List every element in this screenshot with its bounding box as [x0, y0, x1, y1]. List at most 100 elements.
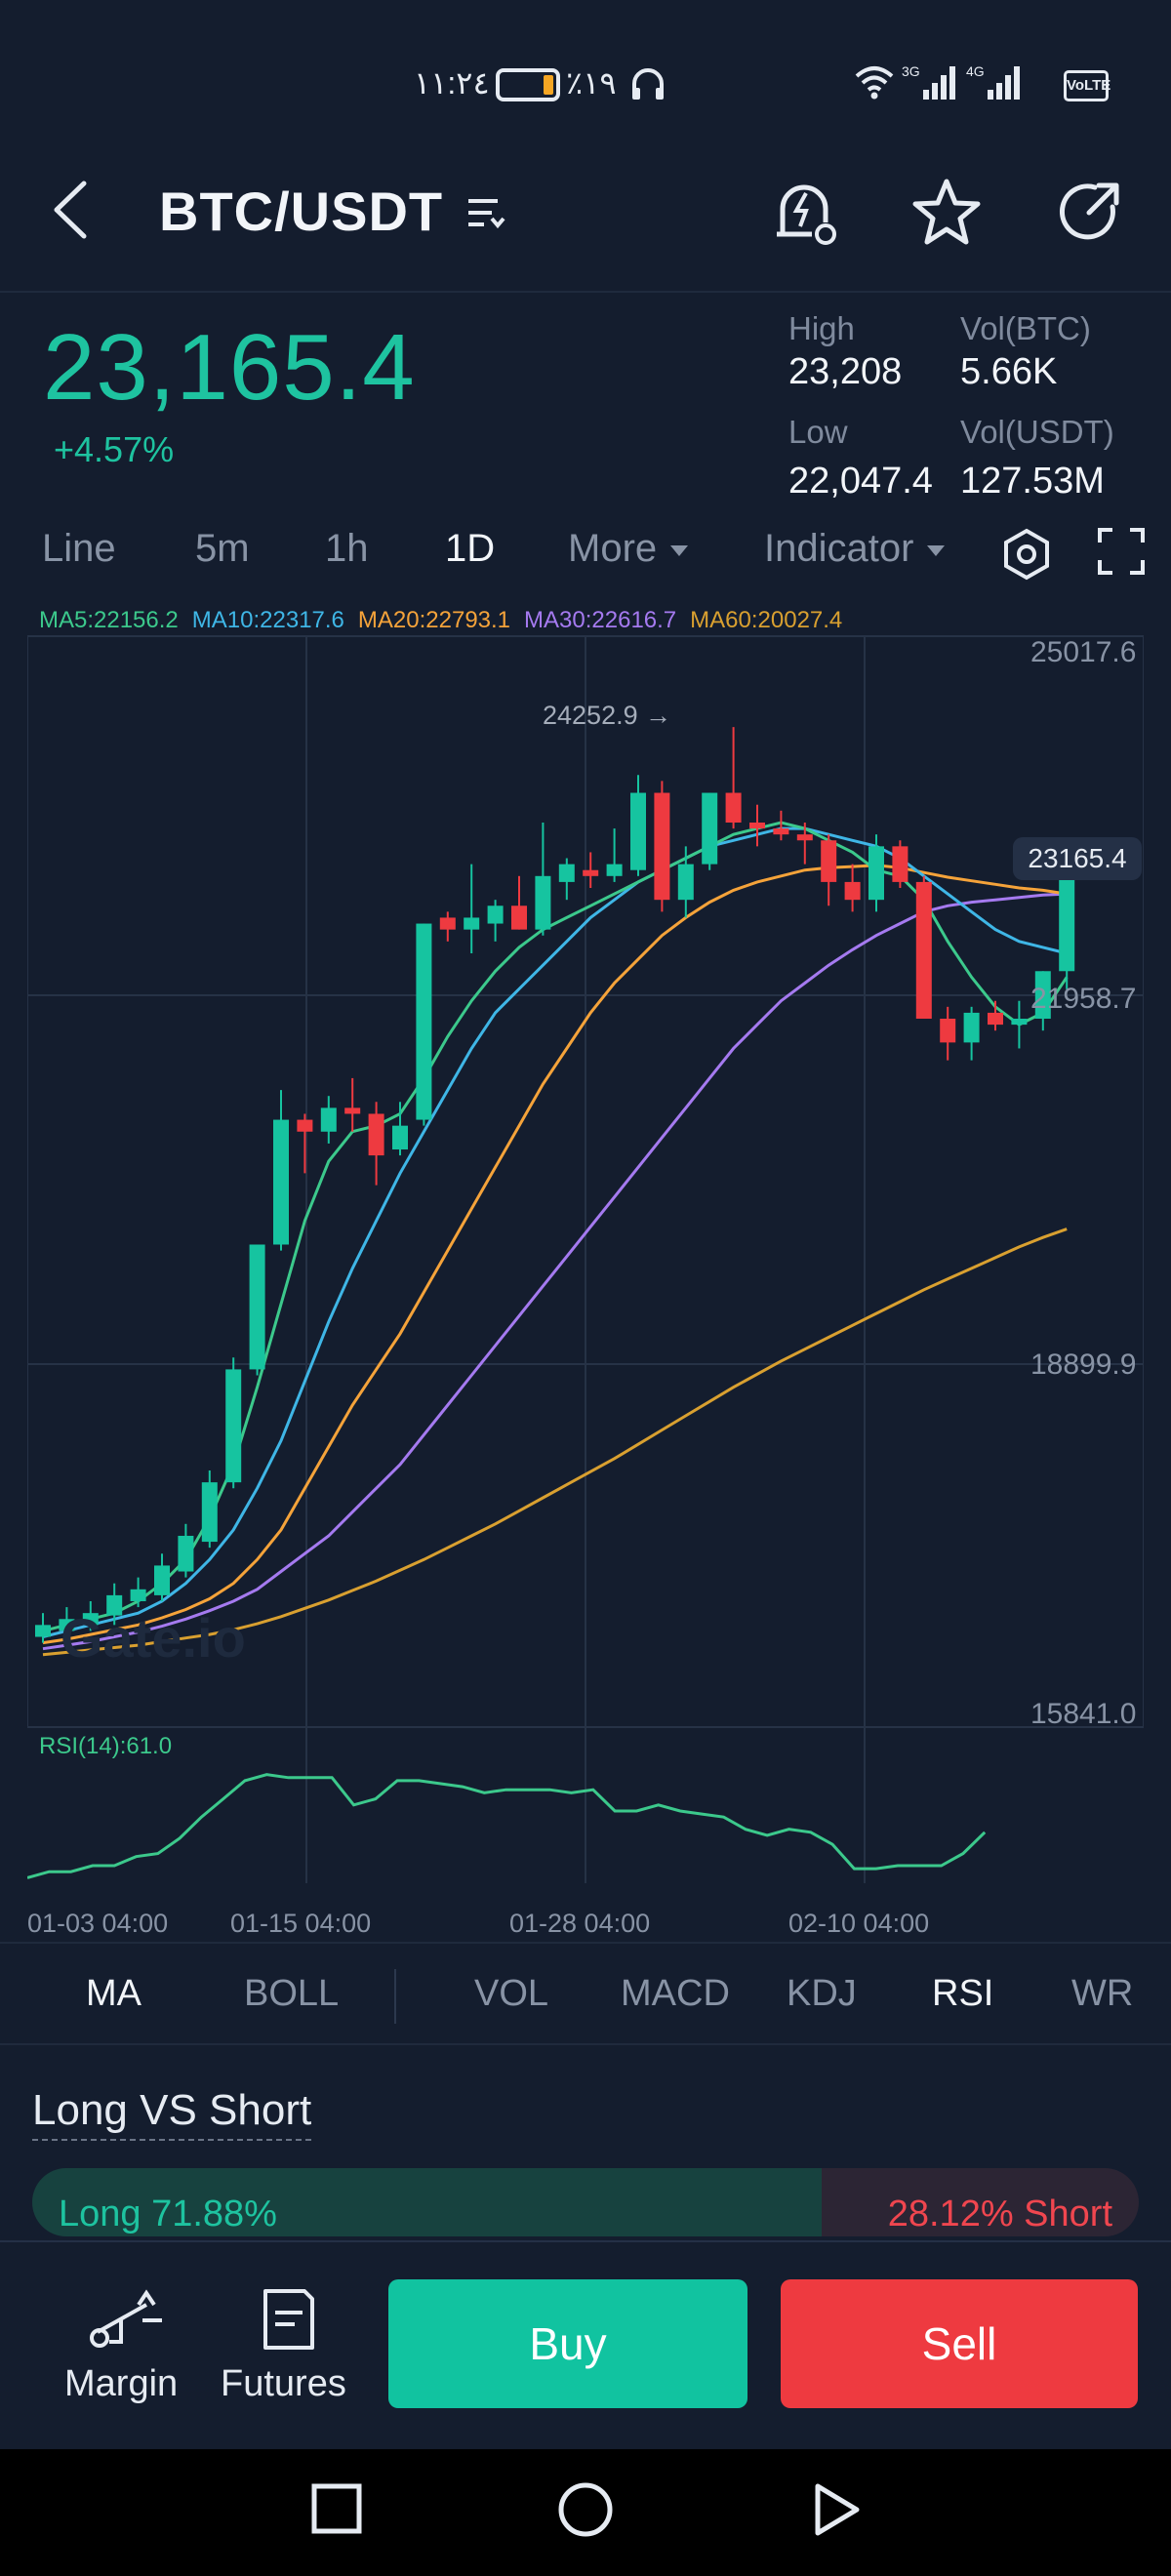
candle-body: [178, 1535, 194, 1572]
candle-body: [297, 1119, 313, 1132]
candle-body: [654, 792, 670, 901]
tab-5m[interactable]: 5m: [195, 527, 250, 570]
candle-body: [511, 906, 527, 930]
status-bar: ١١:٢٤ ٪١٩ 3G 4G VoLTE: [0, 0, 1171, 166]
chart-divider: [0, 1942, 1171, 1944]
candle-body: [702, 792, 718, 865]
indicator-separator: [394, 1969, 396, 2024]
price-change: +4.57%: [54, 429, 175, 469]
candle-body: [154, 1565, 170, 1595]
candle-body: [677, 864, 694, 901]
candle-body: [773, 828, 789, 835]
sell-button[interactable]: Sell: [781, 2279, 1138, 2408]
recent-apps-square-icon[interactable]: [310, 2482, 365, 2537]
indicator-rsi[interactable]: RSI: [932, 1973, 994, 2014]
date-label-4: 02-10 04:00: [788, 1909, 930, 1938]
indicator-boll[interactable]: BOLL: [244, 1973, 340, 2014]
pair-title[interactable]: BTC/USDT: [159, 181, 444, 242]
signal-3g-icon: 3G: [902, 63, 955, 100]
low-value: 22,047.4: [788, 461, 933, 502]
price-axis-label-4: 15841.0: [1030, 1698, 1137, 1730]
back-triangle-icon[interactable]: [810, 2480, 865, 2539]
indicator-ma[interactable]: MA: [86, 1973, 141, 2014]
margin-scale-icon[interactable]: [88, 2285, 166, 2354]
signal-4g-icon: 4G: [966, 63, 1020, 100]
futures-document-icon[interactable]: [258, 2287, 320, 2354]
chart-settings-icon[interactable]: [999, 527, 1054, 582]
high-label: High: [788, 310, 855, 346]
candle-body: [464, 917, 480, 930]
margin-label[interactable]: Margin: [64, 2363, 179, 2404]
low-label: Low: [788, 414, 848, 450]
wifi-icon: [855, 66, 894, 100]
ma-legend-item-1: MA5:22156.2: [39, 607, 179, 633]
date-label-1: 01-03 04:00: [27, 1909, 169, 1938]
last-price: 23,165.4: [43, 315, 416, 420]
candle-body: [487, 906, 504, 924]
candle-body: [940, 1019, 956, 1043]
long-short-title[interactable]: Long VS Short: [32, 2086, 312, 2141]
indicator-vol[interactable]: VOL: [474, 1973, 549, 2014]
candle-body: [439, 917, 456, 930]
vol-usdt-label: Vol(USDT): [960, 414, 1114, 450]
candle-body: [606, 864, 623, 876]
buy-button[interactable]: Buy: [388, 2279, 747, 2408]
futures-label[interactable]: Futures: [221, 2363, 346, 2404]
tab-line[interactable]: Line: [42, 527, 116, 570]
header-divider: [0, 291, 1171, 293]
tab-1h[interactable]: 1h: [325, 527, 369, 570]
indicator-macd[interactable]: MACD: [621, 1973, 730, 2014]
candle-body: [35, 1625, 51, 1637]
indicator-divider: [0, 2043, 1171, 2045]
candle-body: [225, 1369, 242, 1483]
tab-indicator[interactable]: Indicator: [764, 527, 946, 571]
candle-body: [892, 846, 909, 882]
home-circle-icon[interactable]: [556, 2480, 615, 2539]
share-icon[interactable]: [1050, 174, 1128, 252]
candle-body: [725, 792, 742, 823]
tab-more[interactable]: More: [568, 527, 689, 571]
tab-more-label: More: [568, 527, 658, 570]
candle-body: [988, 1012, 1003, 1026]
favorite-star-icon[interactable]: [908, 174, 986, 252]
candlestick-chart[interactable]: [27, 634, 1144, 1883]
back-arrow-icon[interactable]: [45, 176, 103, 244]
ma-legend-item-3: MA20:22793.1: [357, 607, 511, 633]
date-label-3: 01-28 04:00: [509, 1909, 651, 1938]
high-marker: 24252.9 →: [543, 701, 672, 730]
vol-usdt-value: 127.53M: [960, 461, 1105, 502]
high-value: 23,208: [788, 351, 903, 392]
tab-1d[interactable]: 1D: [445, 527, 496, 570]
pair-menu-icon[interactable]: [464, 193, 507, 236]
svg-text:4G: 4G: [966, 63, 985, 79]
ma5-line: [42, 821, 1069, 1632]
indicator-kdj[interactable]: KDJ: [787, 1973, 857, 2014]
ma-legend-item-2: MA10:22317.6: [191, 607, 344, 633]
candle-body: [320, 1107, 337, 1132]
price-alert-icon[interactable]: [767, 174, 845, 252]
indicator-wr[interactable]: WR: [1071, 1973, 1134, 2014]
candle-body: [201, 1482, 218, 1543]
candle-body: [558, 864, 575, 882]
fullscreen-icon[interactable]: [1097, 527, 1146, 576]
ma10-line: [42, 826, 1068, 1638]
candle-body: [1011, 1019, 1028, 1026]
ma30-line: [42, 892, 1068, 1651]
tab-indicator-label: Indicator: [764, 527, 914, 570]
candle-body: [130, 1589, 146, 1601]
price-axis-label-3: 18899.9: [1030, 1348, 1137, 1381]
ma20-line: [42, 864, 1068, 1645]
candle-body: [915, 881, 932, 1020]
battery-percent: ٪١٩: [566, 65, 617, 101]
svg-text:3G: 3G: [902, 63, 920, 79]
watermark: Gate.io: [61, 1607, 246, 1669]
battery-icon: [496, 68, 560, 101]
candle-body: [59, 1619, 75, 1631]
caret-down-icon: [670, 544, 689, 556]
system-nav-bar: [0, 2449, 1171, 2576]
status-time: ١١:٢٤: [414, 65, 490, 101]
vol-btc-value: 5.66K: [960, 351, 1058, 392]
vol-btc-label: Vol(BTC): [960, 310, 1091, 346]
candle-body: [749, 822, 765, 829]
volte-icon: VoLTE: [1064, 70, 1110, 101]
